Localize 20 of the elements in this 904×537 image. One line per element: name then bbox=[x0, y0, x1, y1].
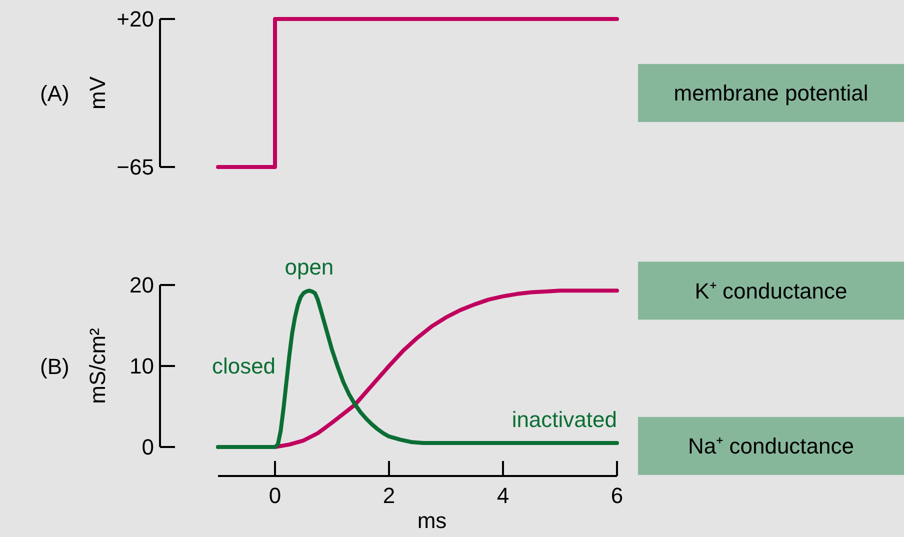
x-tick-label: 6 bbox=[610, 483, 624, 508]
x-axis-title: ms bbox=[417, 508, 447, 533]
y-tick-label: 10 bbox=[130, 354, 154, 379]
y-tick-label: 0 bbox=[142, 434, 154, 460]
x-tick-label: 0 bbox=[268, 483, 282, 508]
text: (B) bbox=[40, 354, 70, 379]
y-tick-label: −65 bbox=[116, 154, 154, 180]
y-tick-label: 20 bbox=[130, 272, 154, 298]
text: (A) bbox=[40, 81, 70, 106]
annotation: closed bbox=[212, 353, 276, 378]
y-axis-title: mV bbox=[85, 76, 110, 110]
y-tick-label: +20 bbox=[116, 6, 154, 32]
text: K⁺ conductance bbox=[694, 278, 848, 304]
x-tick-label: 2 bbox=[382, 483, 396, 508]
x-tick-label: 4 bbox=[496, 483, 510, 508]
text: membrane potential bbox=[674, 80, 868, 106]
y-axis-title: mS/cm² bbox=[85, 328, 110, 404]
annotation: open bbox=[284, 254, 334, 280]
text: Na⁺ conductance bbox=[688, 434, 854, 459]
annotation: inactivated bbox=[512, 406, 617, 432]
